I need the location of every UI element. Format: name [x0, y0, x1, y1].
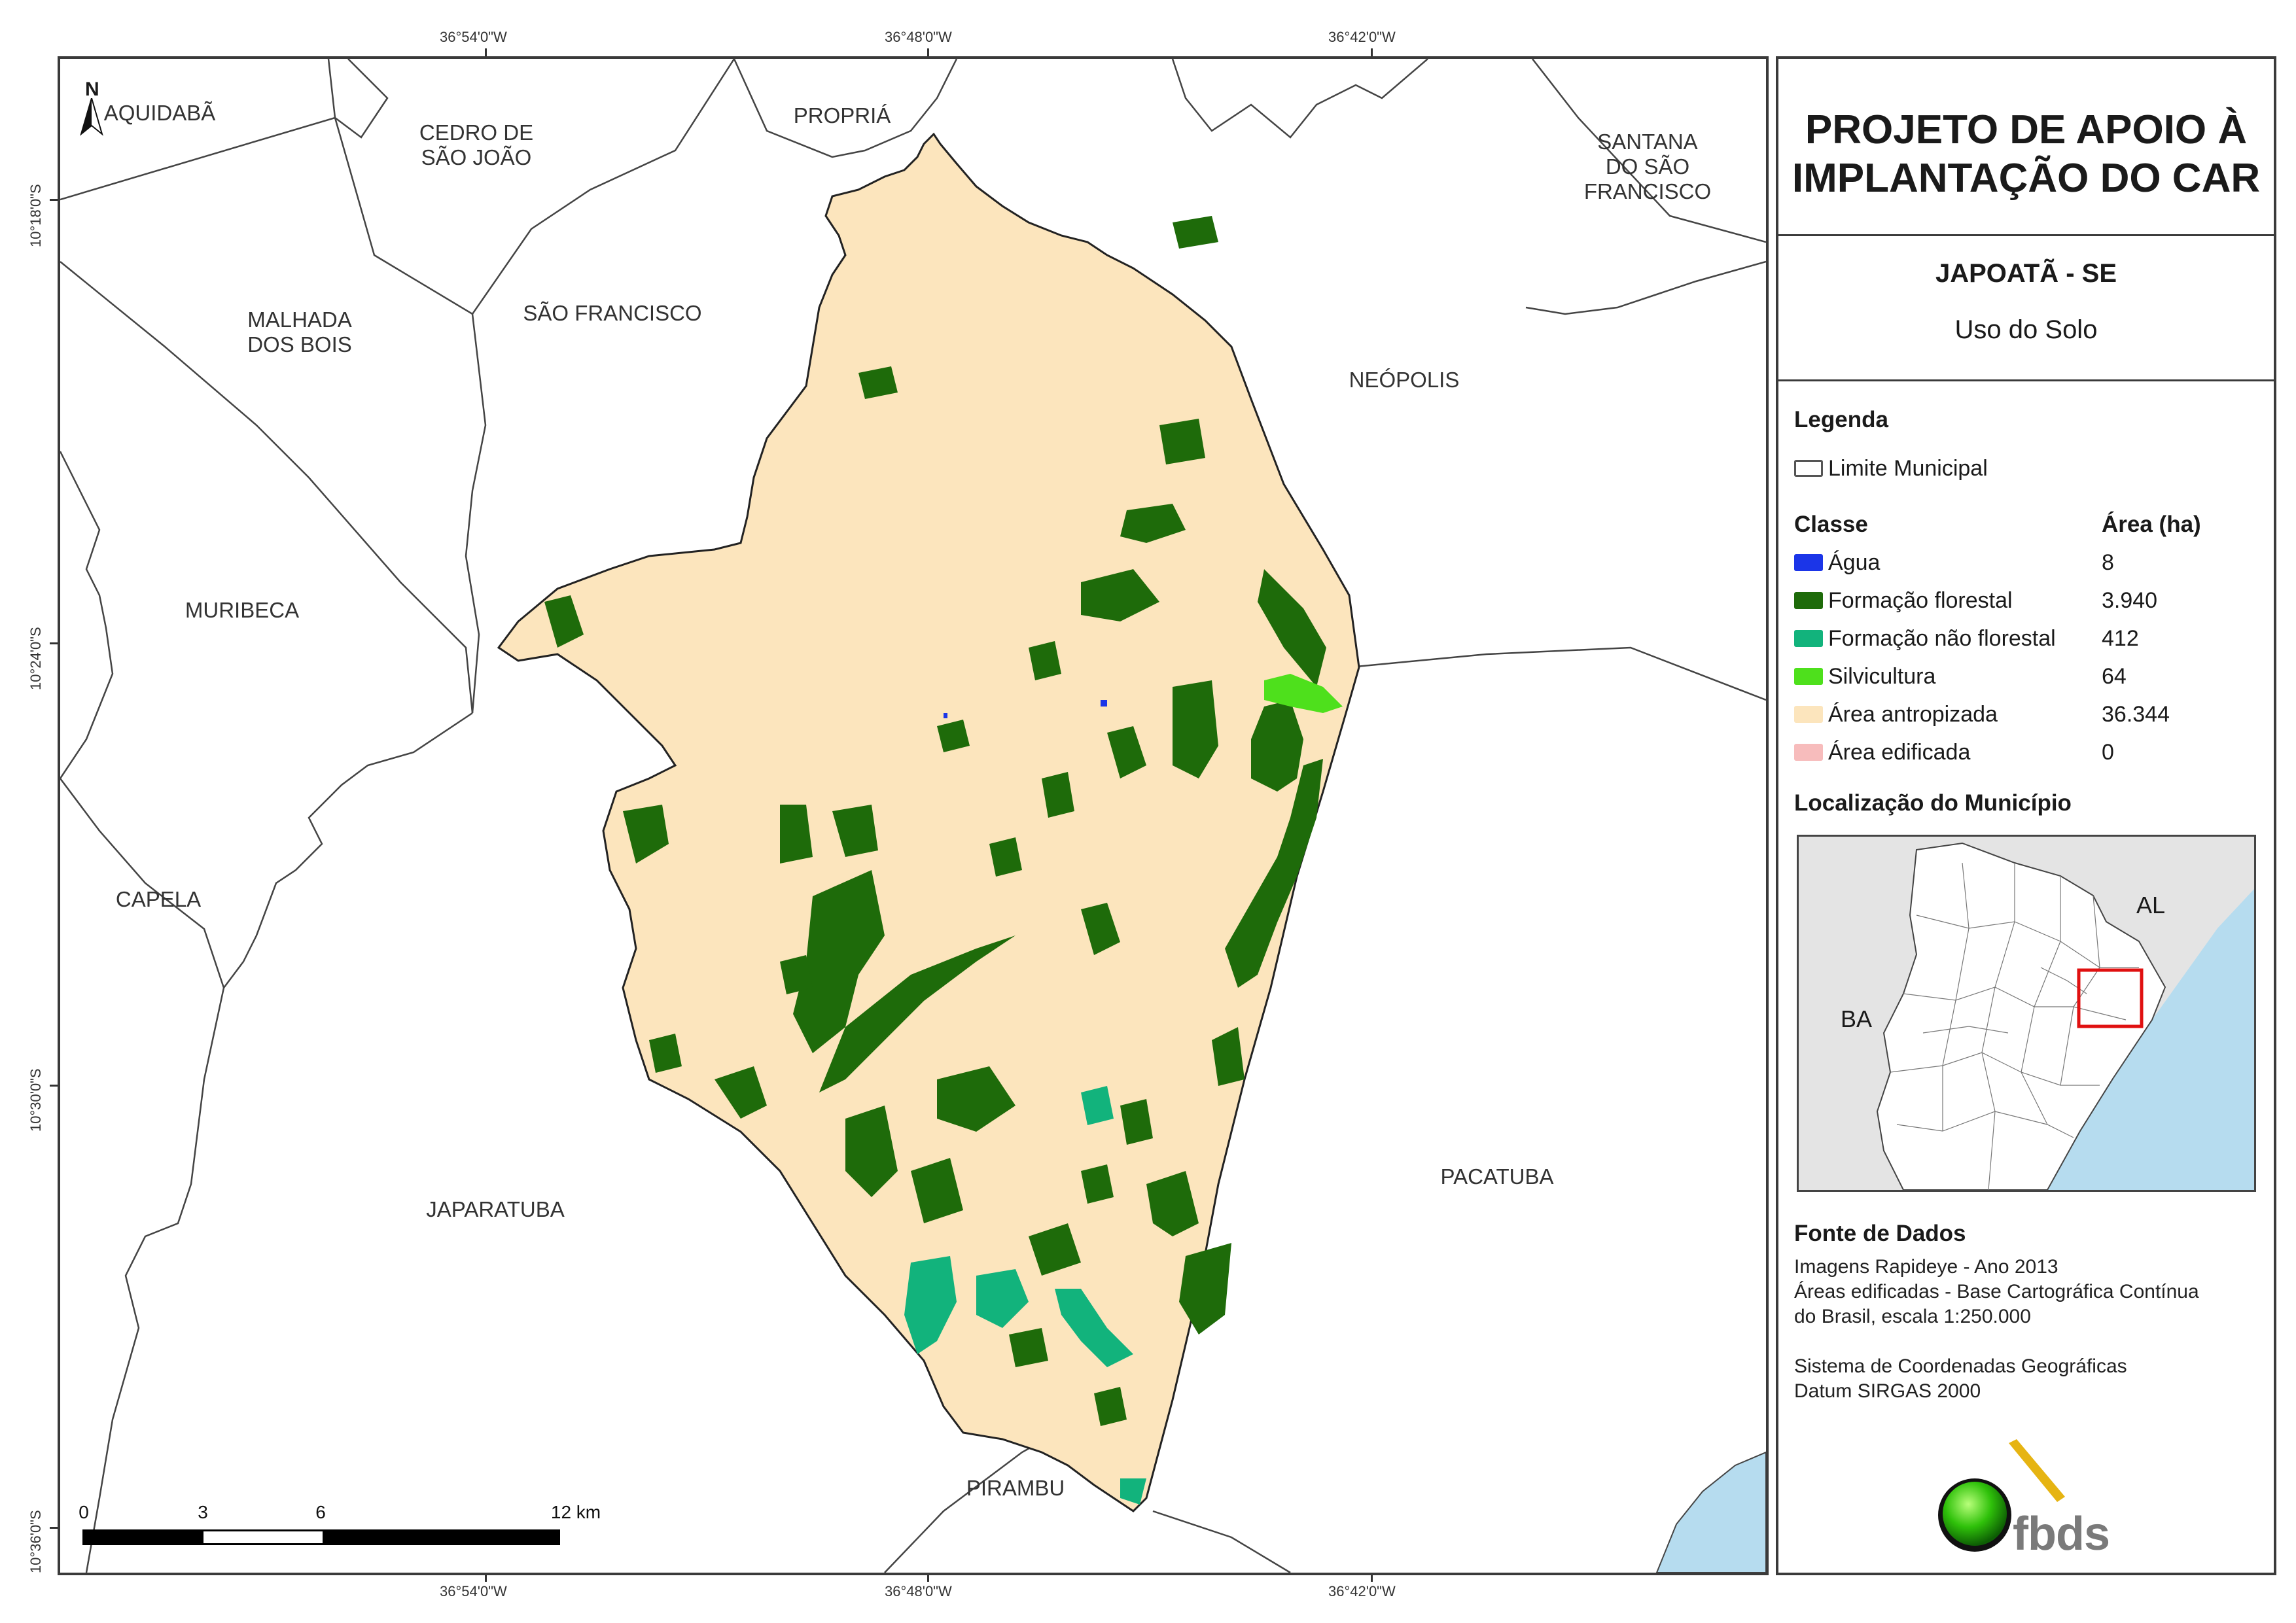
scale-label-12: 12 km [550, 1502, 601, 1522]
class-area: 36.344 [2102, 702, 2170, 727]
scale-label-0: 0 [79, 1502, 89, 1522]
coord-bottom-2: 36°48'0"W [885, 1583, 952, 1599]
label-cedro: CEDRO DE SÃO JOÃO [419, 120, 534, 169]
legend-heading: Legenda [1794, 407, 1888, 432]
label-pirambu: PIRAMBU [966, 1476, 1065, 1500]
coord-top-1: 36°54'0"W [440, 29, 507, 45]
label-propria: PROPRIÁ [793, 103, 891, 128]
info-panel: PROJETO DE APOIO À IMPLANTAÇÃO DO CAR JA… [1776, 56, 2276, 1575]
label-aquidaba: AQUIDABÃ [103, 101, 216, 125]
non-forest-patches [904, 1086, 1146, 1505]
north-arrow-icon [80, 98, 103, 136]
coord-left-1: 10°18'0"S [27, 184, 44, 247]
project-title: PROJETO DE APOIO À IMPLANTAÇÃO DO CAR [1792, 107, 2261, 201]
north-arrow: N [79, 79, 105, 136]
coord-bottom-1: 36°54'0"W [440, 1583, 507, 1599]
sea-area [1655, 1451, 1766, 1573]
source-line: Imagens Rapideye - Ano 2013 [1794, 1256, 2058, 1278]
source-line: Áreas edificadas - Base Cartográfica Con… [1794, 1281, 2199, 1302]
source-line: Sistema de Coordenadas Geográficas [1794, 1355, 2127, 1377]
north-label: N [85, 79, 99, 100]
label-santana: SANTANA DO SÃO FRANCISCO [1583, 130, 1712, 203]
class-area: 8 [2102, 550, 2114, 575]
fbds-logo: fbds [1935, 1439, 2132, 1560]
inset-label-al: AL [2136, 892, 2166, 918]
area-header: Área (ha) [2102, 512, 2201, 537]
class-name: Silvicultura [1828, 664, 1936, 689]
label-neopolis: NEÓPOLIS [1349, 368, 1460, 392]
label-capela: CAPELA [115, 887, 202, 911]
class-area: 64 [2102, 664, 2127, 689]
swatch-florestal [1794, 592, 1823, 609]
coord-left-3: 10°30'0"S [27, 1068, 44, 1132]
source-heading: Fonte de Dados [1794, 1221, 1966, 1246]
swatch-edificada [1794, 744, 1823, 761]
coord-left-2: 10°24'0"S [27, 627, 44, 690]
source-line: do Brasil, escala 1:250.000 [1794, 1306, 2031, 1327]
coord-top-2: 36°48'0"W [885, 29, 952, 45]
class-area: 412 [2102, 626, 2139, 651]
limit-label: Limite Municipal [1828, 456, 1988, 481]
coord-bottom-3: 36°42'0"W [1328, 1583, 1396, 1599]
fbds-logo-text: fbds [2013, 1508, 2110, 1560]
silviculture-patches [1264, 674, 1343, 713]
coord-top-3: 36°42'0"W [1328, 29, 1396, 45]
source-line: Datum SIRGAS 2000 [1794, 1380, 1981, 1402]
land-use-map [60, 59, 1766, 1573]
location-heading: Localização do Município [1794, 790, 2072, 816]
label-japaratuba: JAPARATUBA [426, 1197, 565, 1221]
japoata-boundary [497, 132, 1360, 1512]
municipality-title: JAPOATÃ - SE [1935, 259, 2117, 288]
swatch-antropizada [1794, 706, 1823, 723]
class-area: 0 [2102, 740, 2114, 765]
forest-patches [544, 216, 1326, 1426]
label-pacatuba: PACATUBA [1440, 1164, 1554, 1189]
swatch-silvicultura [1794, 668, 1823, 685]
scale-label-3: 3 [198, 1502, 208, 1522]
inset-map [1876, 842, 2254, 1190]
scale-label-6: 6 [315, 1502, 326, 1522]
class-name: Água [1828, 550, 1881, 575]
class-name: Área antropizada [1828, 702, 1998, 727]
label-sao-francisco: SÃO FRANCISCO [523, 301, 702, 325]
class-area: 3.940 [2102, 588, 2158, 613]
swatch-agua [1794, 554, 1823, 571]
limit-swatch [1794, 460, 1823, 477]
class-header: Classe [1794, 512, 1868, 537]
inset-label-ba: BA [1841, 1005, 1873, 1032]
coord-left-4: 10°36'0"S [27, 1510, 44, 1573]
map-frame[interactable]: N AQUIDABÃ CEDRO DE SÃO JOÃO PROPRIÁ SAN… [58, 56, 1769, 1575]
water-patches [944, 700, 1107, 718]
swatch-nao-florestal [1794, 630, 1823, 647]
fbds-logo-icon [1938, 1439, 2065, 1552]
map-subtitle: Uso do Solo [1954, 315, 2098, 344]
label-malhada: MALHADA DOS BOIS [247, 307, 352, 357]
location-inset: AL BA [1797, 835, 2256, 1192]
label-muribeca: MURIBECA [185, 598, 300, 622]
neighbour-boundaries [60, 59, 1766, 1573]
class-name: Formação florestal [1828, 588, 2013, 613]
class-name: Área edificada [1828, 740, 1971, 765]
class-name: Formação não florestal [1828, 626, 2056, 651]
